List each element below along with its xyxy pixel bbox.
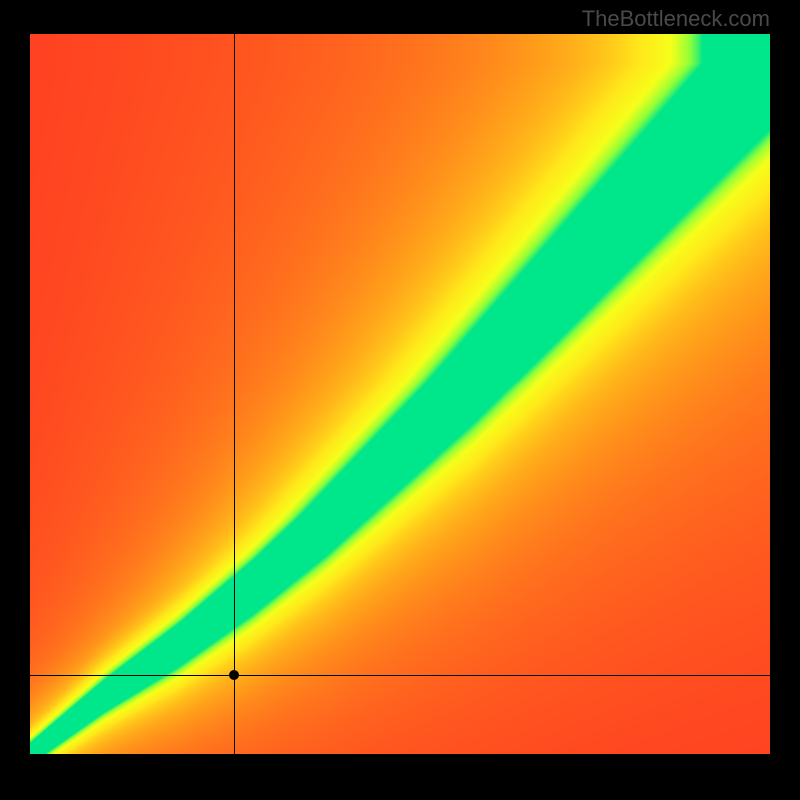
heatmap-canvas bbox=[30, 34, 770, 754]
bottleneck-heatmap-chart bbox=[30, 34, 770, 754]
crosshair-vertical-line bbox=[234, 34, 235, 754]
selection-marker-dot bbox=[229, 670, 239, 680]
watermark-text: TheBottleneck.com bbox=[582, 6, 770, 32]
crosshair-horizontal-line bbox=[30, 675, 770, 676]
